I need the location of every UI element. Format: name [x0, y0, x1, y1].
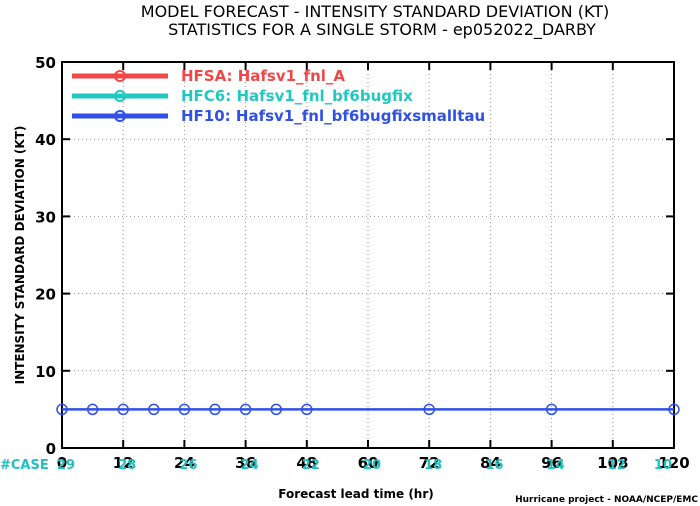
x-tick-label: 24 — [174, 454, 195, 472]
series-point — [56, 403, 68, 416]
legend-label: HFSA: Hafsv1_fnl_A — [181, 67, 345, 85]
case-counts: #CASE 29 28 26 24 22 20 18 16 14 12 10 — [0, 458, 672, 473]
y-tick-label: 50 — [35, 54, 56, 72]
series-point — [117, 403, 129, 416]
series-point — [545, 403, 558, 416]
legend-marker — [114, 90, 126, 102]
grid-lines — [62, 62, 674, 448]
case-count: 29 — [57, 458, 75, 473]
y-tick-label: 10 — [35, 363, 56, 381]
case-count: 12 — [608, 458, 626, 473]
series-point — [148, 403, 160, 416]
case-count: 22 — [302, 458, 320, 473]
legend-label: HFC6: Hafsv1_fnl_bf6bugfix — [181, 87, 413, 105]
legend: HFSA: Hafsv1_fnl_A HFC6: Hafsv1_fnl_bf6bu… — [72, 67, 485, 125]
series-point — [178, 403, 191, 416]
series-point — [86, 403, 99, 416]
x-tick-label: 96 — [541, 454, 562, 472]
case-count: 14 — [547, 458, 565, 473]
series-point — [668, 403, 680, 416]
case-label: #CASE — [0, 458, 49, 473]
legend-label: HF10: Hafsv1_fnl_bf6bugfixsmalltau — [181, 107, 485, 125]
series-point — [239, 403, 252, 416]
chart-title: MODEL FORECAST - INTENSITY STANDARD DEVI… — [141, 2, 609, 21]
y-tick-label: 0 — [46, 440, 56, 458]
legend-marker — [114, 110, 126, 122]
x-tick-label: 12 — [113, 454, 134, 472]
series-point — [301, 403, 313, 416]
case-count: 18 — [424, 458, 442, 473]
x-tick-label: 108 — [597, 454, 628, 472]
x-axis: 0 12 24 36 48 60 72 84 96 108 120 — [57, 62, 690, 472]
x-tick-label: 120 — [658, 454, 689, 472]
x-tick-label: 36 — [235, 454, 256, 472]
y-tick-label: 30 — [35, 208, 56, 226]
chart-subtitle: STATISTICS FOR A SINGLE STORM - ep052022… — [168, 20, 596, 40]
x-tick-label: 84 — [480, 454, 501, 472]
y-axis-label: INTENSITY STANDARD DEVIATION (KT) — [13, 126, 27, 385]
series-point — [270, 403, 282, 416]
series-layer — [56, 403, 680, 416]
x-tick-label: 0 — [57, 454, 67, 472]
credit-text: Hurricane project - NOAA/NCEP/EMC — [515, 495, 698, 505]
y-axis: 0 10 20 30 40 50 — [35, 54, 674, 458]
series-point — [423, 403, 435, 416]
case-count: 28 — [118, 458, 136, 473]
y-tick-label: 20 — [35, 286, 56, 304]
case-count: 24 — [241, 458, 259, 473]
x-axis-label: Forecast lead time (hr) — [278, 487, 434, 501]
x-tick-label: 48 — [296, 454, 317, 472]
case-count: 26 — [179, 458, 197, 473]
x-tick-label: 60 — [358, 454, 379, 472]
y-tick-label: 40 — [35, 131, 56, 149]
case-count: 20 — [363, 458, 381, 473]
case-count: 16 — [485, 458, 503, 473]
case-count: 10 — [654, 458, 672, 473]
series-point — [209, 403, 221, 416]
legend-marker — [114, 70, 126, 82]
x-tick-label: 72 — [419, 454, 440, 472]
